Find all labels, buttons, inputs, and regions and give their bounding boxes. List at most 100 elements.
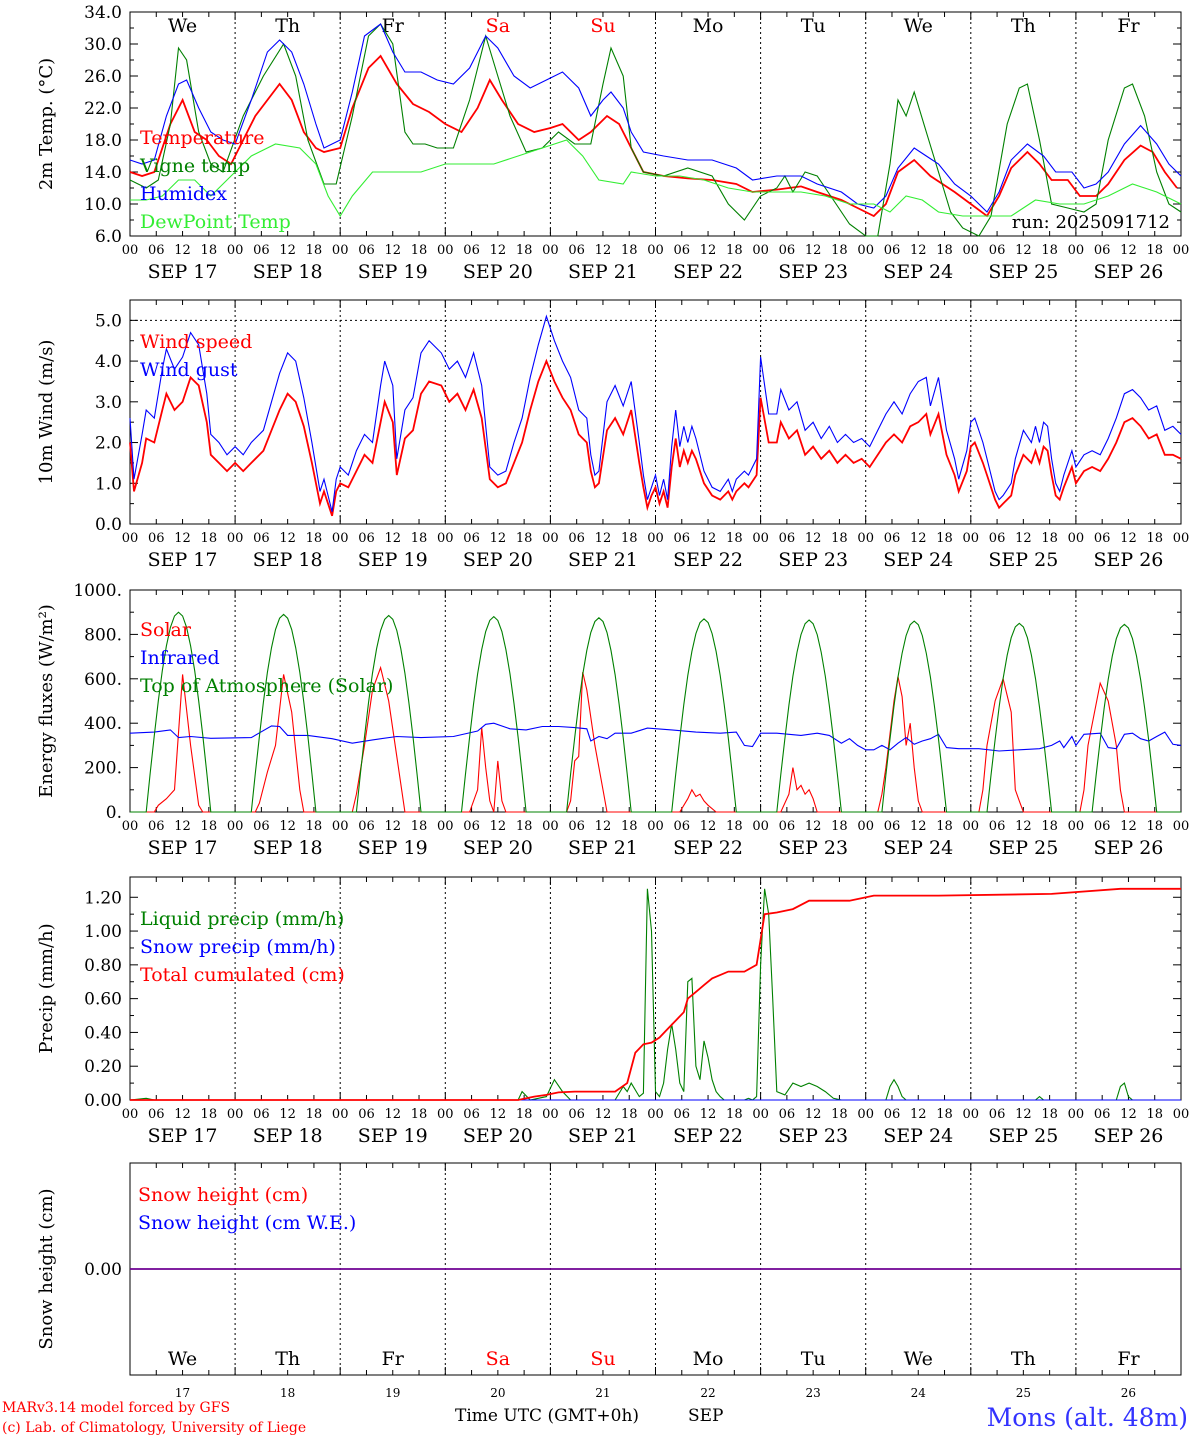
hour-tick-label: 00 — [437, 1107, 454, 1122]
y-tick-label: 400. — [84, 714, 122, 734]
hour-tick-label: 06 — [884, 1107, 901, 1122]
hour-tick-label: 00 — [857, 819, 874, 834]
date-label: SEP 18 — [253, 261, 323, 283]
hour-tick-label: 06 — [674, 243, 691, 258]
y-axis-label: Precip (mm/h) — [36, 923, 57, 1053]
series-line-0 — [130, 665, 1181, 813]
hour-tick-label: 06 — [253, 243, 270, 258]
weekday-label: Fr — [382, 15, 405, 37]
y-tick-label: 2.0 — [95, 434, 122, 454]
hour-tick-label: 06 — [148, 819, 165, 834]
weekday-label: Th — [275, 1348, 300, 1370]
hour-tick-label: 00 — [857, 243, 874, 258]
hour-tick-label: 18 — [516, 243, 533, 258]
hour-tick-label: 12 — [910, 1107, 927, 1122]
hour-tick-label: 00 — [122, 243, 139, 258]
legend-label: Snow height (cm W.E.) — [138, 1212, 356, 1234]
hour-tick-label: 06 — [148, 531, 165, 546]
hour-tick-label: 12 — [174, 531, 191, 546]
hour-tick-label: 06 — [148, 243, 165, 258]
hour-tick-label: 12 — [595, 819, 612, 834]
hour-tick-label: 06 — [253, 1107, 270, 1122]
y-tick-label: 1.0 — [95, 474, 122, 494]
weekday-label: Fr — [1117, 1348, 1140, 1370]
hour-tick-label: 18 — [201, 531, 218, 546]
y-tick-label: 200. — [84, 759, 122, 779]
y-tick-label: 1.00 — [84, 922, 122, 942]
hour-tick-label: 06 — [253, 819, 270, 834]
y-axis-label: Energy fluxes (W/m²) — [36, 604, 57, 798]
hour-tick-label: 00 — [1173, 531, 1190, 546]
hour-tick-label: 06 — [884, 819, 901, 834]
weekday-label: Fr — [382, 1348, 405, 1370]
hour-tick-label: 18 — [936, 243, 953, 258]
hour-tick-label: 00 — [963, 819, 980, 834]
date-label: SEP 17 — [148, 1125, 218, 1147]
y-tick-label: 800. — [84, 625, 122, 645]
hour-tick-label: 06 — [568, 243, 585, 258]
lab-credit: (c) Lab. of Climatology, University of L… — [2, 1420, 307, 1436]
series-line-2 — [129, 23, 1182, 213]
y-tick-label: 4.0 — [95, 352, 122, 372]
y-tick-label: 0.00 — [84, 1260, 122, 1280]
y-tick-label: 1.20 — [84, 888, 122, 908]
panel-snow: 0.00 Snow height (cm) We Th Fr Sa Su Mo Tu We Th Fr… — [36, 1162, 1182, 1400]
hour-tick-label: 12 — [384, 531, 401, 546]
day-number-label: 18 — [280, 1386, 295, 1400]
date-label: SEP 19 — [358, 837, 428, 859]
weekday-label: Fr — [1117, 15, 1140, 37]
hour-tick-label: 18 — [411, 243, 428, 258]
hour-tick-label: 00 — [1173, 1107, 1190, 1122]
panel-flux: 0. 200. 400. 600. 800. 1000. Energy fluxes (W/… — [36, 581, 1189, 859]
date-label: SEP 20 — [463, 549, 533, 571]
hour-tick-label: 00 — [1068, 531, 1085, 546]
hour-tick-label: 18 — [831, 531, 848, 546]
hour-tick-label: 12 — [279, 531, 296, 546]
hour-tick-label: 06 — [884, 531, 901, 546]
hour-tick-label: 00 — [542, 819, 559, 834]
hour-tick-label: 18 — [1146, 531, 1163, 546]
hour-tick-label: 00 — [1173, 819, 1190, 834]
hour-tick-label: 06 — [989, 531, 1006, 546]
y-tick-label: 18.0 — [84, 131, 122, 151]
y-axis-label: 10m Wind (m/s) — [36, 340, 57, 485]
weekday-label: We — [904, 15, 933, 37]
hour-tick-label: 06 — [148, 1107, 165, 1122]
legend-label: Humidex — [140, 183, 227, 205]
weekday-label: Mo — [693, 1348, 724, 1370]
hour-tick-label: 18 — [306, 243, 323, 258]
date-label: SEP 23 — [778, 261, 848, 283]
hour-tick-label: 12 — [174, 243, 191, 258]
legend-label: Solar — [140, 619, 192, 641]
date-label: SEP 25 — [988, 261, 1058, 283]
hour-tick-label: 18 — [411, 1107, 428, 1122]
hour-tick-label: 12 — [700, 531, 717, 546]
hour-tick-label: 00 — [752, 1107, 769, 1122]
day-number-label: 26 — [1121, 1386, 1136, 1400]
hour-tick-label: 12 — [1120, 531, 1137, 546]
hour-tick-label: 06 — [463, 243, 480, 258]
date-label: SEP 22 — [673, 261, 743, 283]
date-label: SEP 24 — [883, 1125, 953, 1147]
weekday-label: Su — [590, 1348, 615, 1370]
hour-tick-label: 18 — [831, 243, 848, 258]
hour-tick-label: 06 — [463, 1107, 480, 1122]
date-label: SEP 17 — [148, 549, 218, 571]
series-line-0 — [129, 358, 1182, 517]
hour-tick-label: 18 — [831, 1107, 848, 1122]
date-label: SEP 18 — [253, 549, 323, 571]
hour-tick-label: 18 — [201, 819, 218, 834]
hour-tick-label: 06 — [989, 1107, 1006, 1122]
hour-tick-label: 00 — [647, 1107, 664, 1122]
hour-tick-label: 00 — [227, 531, 244, 546]
series-line-0 — [129, 54, 1178, 218]
hour-tick-label: 06 — [253, 531, 270, 546]
hour-tick-label: 12 — [1015, 1107, 1032, 1122]
date-label: SEP 25 — [988, 549, 1058, 571]
legend-label: DewPoint Temp — [140, 211, 291, 233]
y-tick-label: 0. — [106, 803, 122, 823]
hour-tick-label: 00 — [1068, 243, 1085, 258]
hour-tick-label: 12 — [910, 819, 927, 834]
hour-tick-label: 00 — [1068, 1107, 1085, 1122]
